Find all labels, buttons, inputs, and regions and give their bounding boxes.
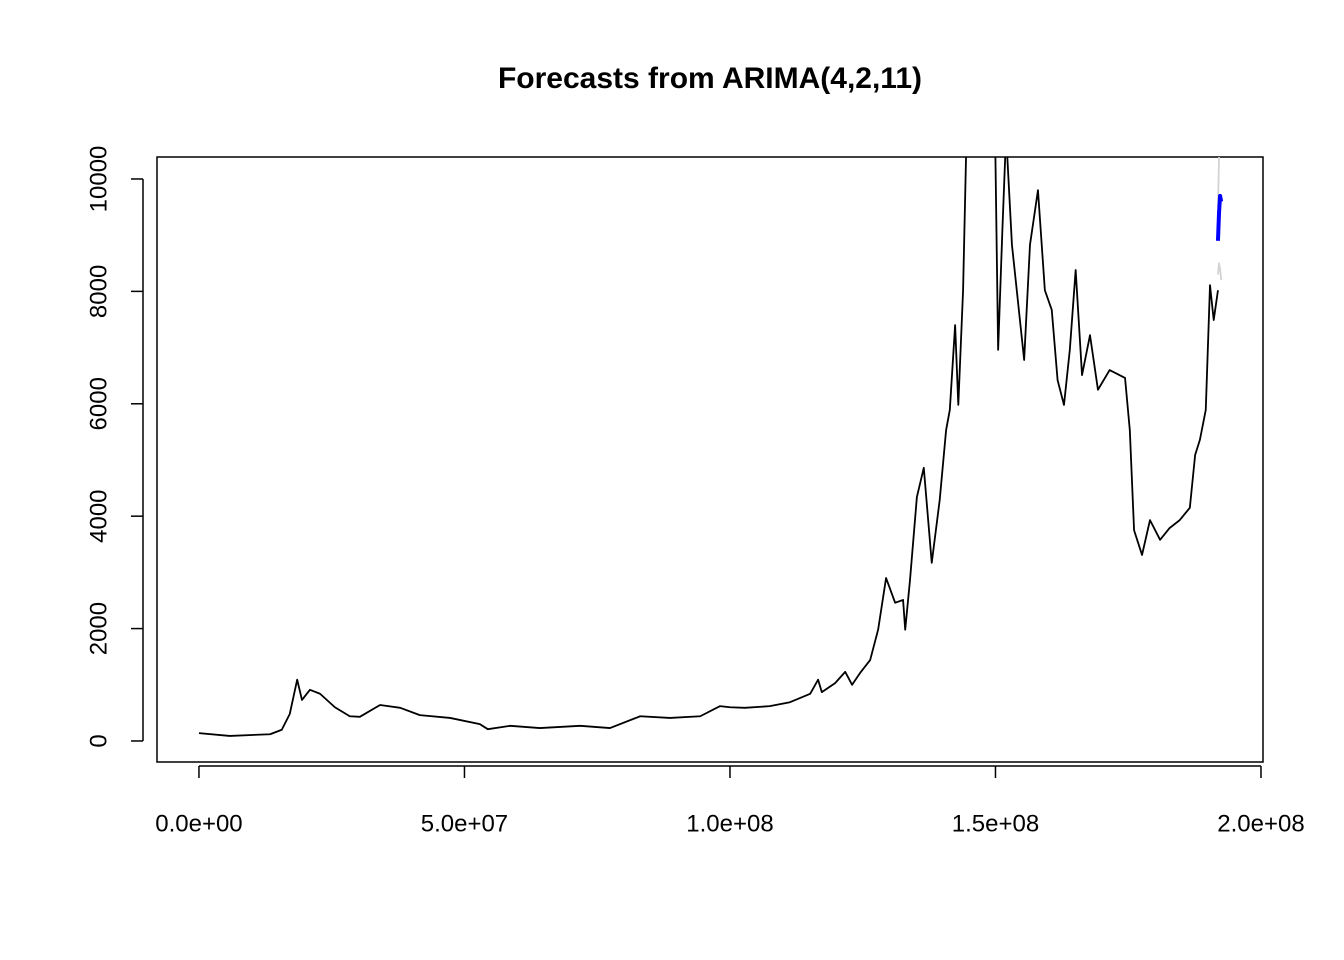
x-tick-label: 1.0e+08 (686, 810, 773, 837)
y-tick-label: 2000 (85, 602, 112, 655)
x-tick-label: 1.5e+08 (952, 810, 1039, 837)
x-tick-label: 5.0e+07 (421, 810, 508, 837)
series-line (198, 157, 1219, 737)
chart-title: Forecasts from ARIMA(4,2,11) (498, 62, 922, 95)
x-tick-label: 2.0e+08 (1217, 810, 1304, 837)
y-tick-label: 8000 (85, 265, 112, 318)
y-tick-label: 0 (85, 734, 112, 747)
plot-area (198, 157, 1224, 737)
series-line (1217, 157, 1220, 208)
series-line (1217, 262, 1223, 281)
y-tick-label: 10000 (85, 146, 112, 213)
y-tick-label: 4000 (85, 489, 112, 542)
y-tick-label: 6000 (85, 377, 112, 430)
plot-frame (156, 156, 1264, 763)
series-line (1215, 193, 1224, 241)
x-tick-label: 0.0e+00 (155, 810, 242, 837)
